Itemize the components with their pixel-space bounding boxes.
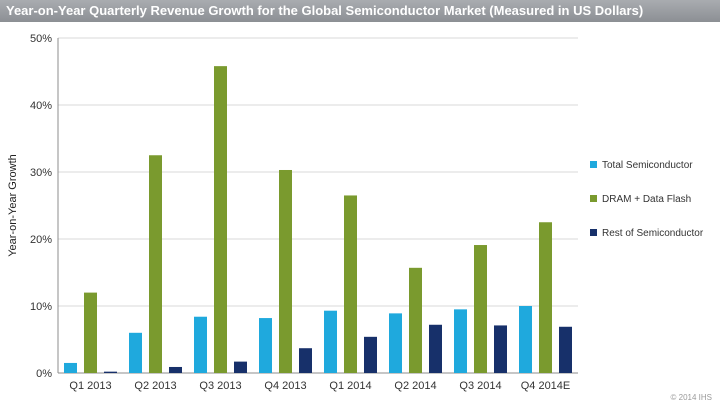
y-tick-label: 40% xyxy=(30,100,52,112)
legend-label: DRAM + Data Flash xyxy=(602,194,691,205)
bar-dram-data-flash xyxy=(149,155,162,373)
y-tick-label: 10% xyxy=(30,301,52,313)
legend-label: Rest of Semiconductor xyxy=(602,228,704,239)
bar-rest-of-semiconductor xyxy=(494,325,507,373)
copyright-note: © 2014 IHS xyxy=(670,393,712,402)
bar-total-semiconductor xyxy=(259,318,272,373)
chart-title: Year-on-Year Quarterly Revenue Growth fo… xyxy=(0,0,720,22)
bar-rest-of-semiconductor xyxy=(559,326,572,373)
x-tick-label: Q4 2014E xyxy=(521,380,571,392)
bar-total-semiconductor xyxy=(129,332,142,373)
legend-swatch xyxy=(590,195,597,202)
legend-swatch xyxy=(590,229,597,236)
bar-dram-data-flash xyxy=(344,195,357,373)
bar-total-semiconductor xyxy=(519,306,532,373)
bar-total-semiconductor xyxy=(389,313,402,373)
bar-dram-data-flash xyxy=(214,66,227,373)
x-tick-label: Q3 2014 xyxy=(459,380,501,392)
bar-dram-data-flash xyxy=(474,245,487,373)
y-tick-label: 50% xyxy=(30,33,52,45)
bar-dram-data-flash xyxy=(84,292,97,373)
bar-rest-of-semiconductor xyxy=(234,361,247,373)
bar-total-semiconductor xyxy=(194,316,207,373)
x-tick-label: Q2 2014 xyxy=(394,380,436,392)
bar-dram-data-flash xyxy=(279,169,292,373)
bar-dram-data-flash xyxy=(539,222,552,373)
y-tick-label: 0% xyxy=(36,368,52,380)
legend-label: Total Semiconductor xyxy=(602,160,693,171)
y-tick-label: 20% xyxy=(30,234,52,246)
y-axis-label: Year-on-Year Growth xyxy=(7,154,19,257)
legend-swatch xyxy=(590,161,597,168)
bar-rest-of-semiconductor xyxy=(169,366,182,373)
bar-chart: 0% 10% 20% 30% 40% 50% Year-on-Year Growth Q1 2… xyxy=(7,33,704,392)
bar-rest-of-semiconductor xyxy=(429,324,442,373)
x-tick-label: Q1 2014 xyxy=(329,380,371,392)
bar-total-semiconductor xyxy=(454,309,467,373)
x-tick-label: Q3 2013 xyxy=(199,380,241,392)
y-tick-label: 30% xyxy=(30,167,52,179)
bar-total-semiconductor xyxy=(64,362,77,373)
x-tick-label: Q1 2013 xyxy=(69,380,111,392)
x-tick-label: Q2 2013 xyxy=(134,380,176,392)
bar-rest-of-semiconductor xyxy=(104,371,117,373)
bar-rest-of-semiconductor xyxy=(299,348,312,373)
chart-area: 0% 10% 20% 30% 40% 50% Year-on-Year Growth Q1 2… xyxy=(0,22,720,405)
x-tick-label: Q4 2013 xyxy=(264,380,306,392)
bar-rest-of-semiconductor xyxy=(364,336,377,373)
bar-dram-data-flash xyxy=(409,267,422,373)
bar-total-semiconductor xyxy=(324,310,337,373)
